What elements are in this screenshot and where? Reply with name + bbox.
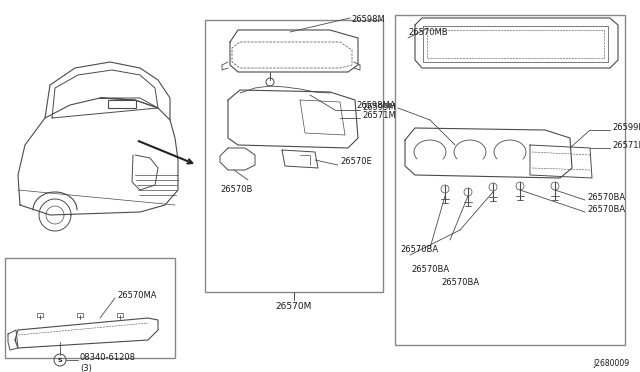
Text: 26571MA: 26571MA	[612, 141, 640, 150]
Bar	[395, 15, 625, 345]
Text: 26598MA: 26598MA	[356, 100, 396, 109]
Text: J2680009: J2680009	[594, 359, 630, 368]
Text: 26570BA: 26570BA	[587, 205, 625, 214]
Text: 26599M: 26599M	[362, 103, 396, 112]
Text: 26570MB: 26570MB	[408, 28, 447, 37]
Text: S: S	[58, 357, 62, 362]
Text: 26570BA: 26570BA	[587, 192, 625, 202]
Text: 26570BA: 26570BA	[411, 265, 449, 274]
Text: 26598M: 26598M	[351, 15, 385, 24]
Bar	[37, 313, 43, 317]
Bar	[205, 20, 383, 292]
Text: 26599MA: 26599MA	[612, 122, 640, 131]
Text: 26571M: 26571M	[362, 110, 396, 119]
Bar	[117, 313, 123, 317]
Text: (3): (3)	[80, 363, 92, 372]
Text: 26570BA: 26570BA	[400, 246, 438, 254]
Text: 26570B: 26570B	[220, 185, 252, 194]
Bar	[108, 100, 136, 108]
Text: 26570E: 26570E	[340, 157, 372, 167]
Bar	[77, 313, 83, 317]
Bar	[5, 258, 175, 358]
Text: 08340-61208: 08340-61208	[80, 353, 136, 362]
Text: 26570M: 26570M	[276, 302, 312, 311]
Text: 26570MA: 26570MA	[117, 291, 157, 299]
Text: 26570BA: 26570BA	[441, 278, 479, 287]
